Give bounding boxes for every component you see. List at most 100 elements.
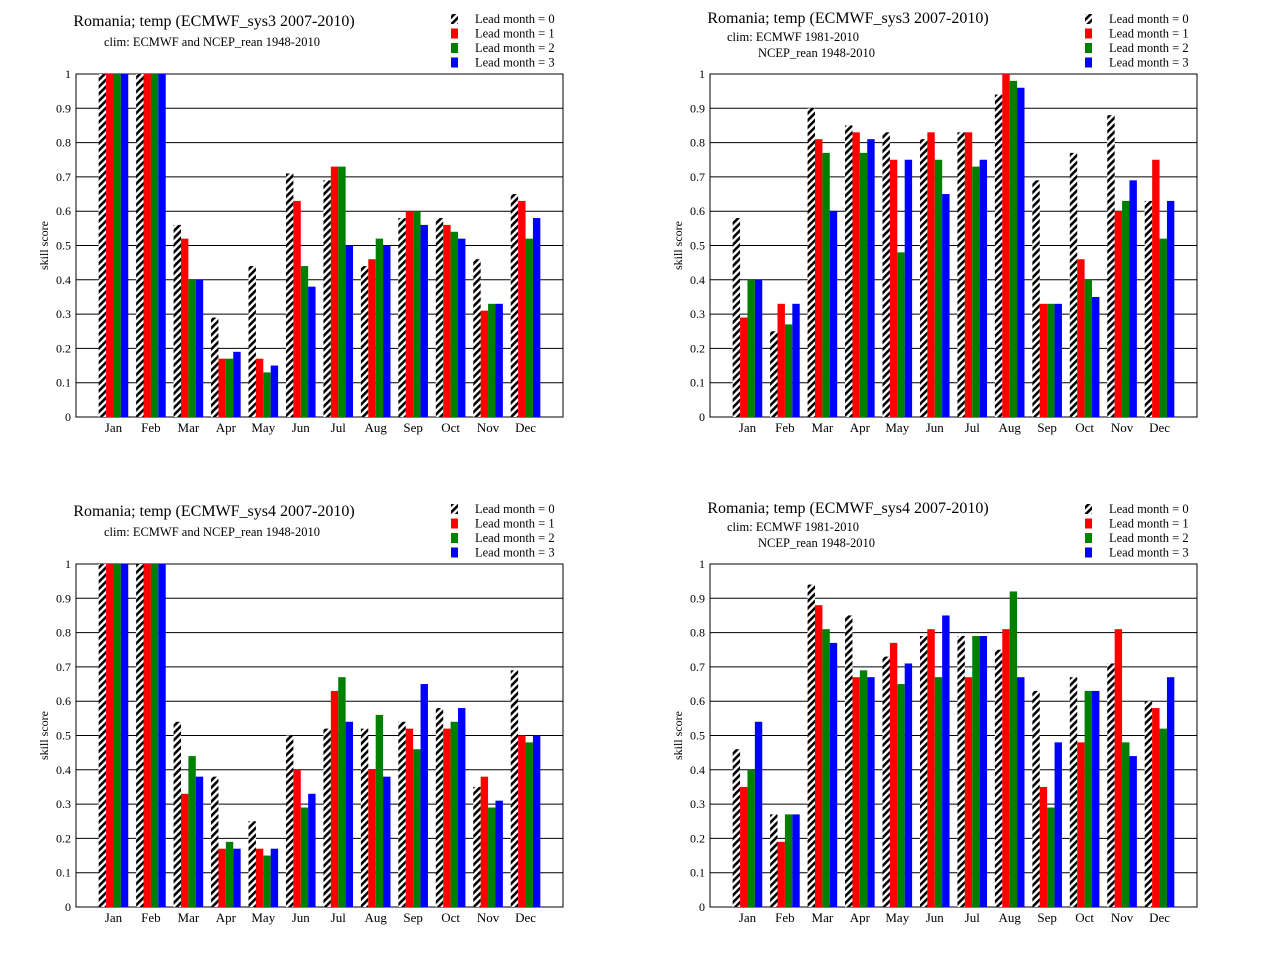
y-tick-label: 0.9 [56, 591, 71, 605]
bar [994, 649, 1003, 907]
bar [211, 317, 219, 417]
y-tick-label: 0.9 [56, 101, 71, 115]
bar [488, 807, 496, 907]
bar [1017, 677, 1025, 907]
bar [518, 200, 526, 417]
x-tick-label: Sep [1037, 910, 1057, 925]
y-tick-label: 0.4 [690, 273, 705, 287]
legend-swatch [1085, 57, 1092, 68]
bar [510, 670, 519, 907]
chart-title: Romania; temp (ECMWF_sys3 2007-2010) [73, 13, 354, 30]
bar [1069, 677, 1078, 907]
bar [1152, 159, 1160, 417]
bar [532, 218, 541, 417]
y-tick-label: 0.4 [690, 763, 705, 777]
x-tick-label: Jun [926, 420, 945, 435]
bar [158, 564, 166, 907]
bar [180, 793, 189, 907]
x-tick-label: Jan [739, 910, 757, 925]
bar [270, 848, 279, 907]
plot-frame [709, 73, 1198, 418]
bar [1144, 701, 1153, 907]
x-tick-label: Jun [292, 910, 311, 925]
y-tick-label: 1 [699, 67, 705, 81]
bar [518, 735, 526, 907]
bar [495, 800, 503, 907]
y-axis-label: skill score [37, 221, 51, 270]
bar [814, 139, 823, 418]
chart-subtitle: clim: ECMWF 1981-2010 [727, 520, 859, 534]
bar [882, 132, 890, 417]
bar [248, 266, 256, 417]
bar [777, 303, 785, 417]
bar [732, 749, 741, 907]
bar [904, 663, 913, 907]
x-tick-label: Sep [1037, 420, 1057, 435]
bar [443, 728, 451, 907]
bar [480, 310, 489, 417]
legend-label: Lead month = 1 [475, 27, 555, 41]
bar [345, 721, 354, 907]
bar [964, 132, 973, 417]
bar [1107, 115, 1115, 417]
x-tick-label: Jul [331, 910, 347, 925]
bar [889, 642, 898, 907]
bar [420, 684, 428, 907]
legend-swatch [1085, 28, 1092, 39]
bar [1039, 303, 1048, 417]
bar [420, 224, 428, 417]
bar [173, 721, 181, 907]
bar [934, 677, 943, 907]
y-tick-label: 0.3 [690, 307, 705, 321]
bar [285, 173, 294, 417]
x-tick-label: Oct [441, 910, 460, 925]
bar [889, 159, 898, 417]
bar [98, 74, 107, 417]
bar [255, 358, 264, 417]
legend-label: Lead month = 1 [475, 517, 555, 531]
bar [225, 841, 234, 907]
legend-swatch [1085, 533, 1092, 543]
y-tick-label: 1 [699, 557, 705, 571]
bar [195, 279, 204, 417]
bar [1084, 690, 1093, 907]
bar [525, 238, 533, 417]
bar [822, 629, 830, 907]
x-tick-label: Jul [965, 420, 981, 435]
plot-frame [75, 563, 564, 908]
bar [919, 139, 928, 418]
bar [792, 814, 800, 907]
plot-frame [709, 563, 1198, 908]
bar [994, 94, 1003, 417]
legend-label: Lead month = 0 [1109, 12, 1189, 26]
bar [375, 238, 384, 417]
x-tick-label: Dec [1149, 420, 1170, 435]
x-tick-label: Feb [775, 910, 795, 925]
legend-swatch [451, 504, 458, 514]
bar [143, 564, 151, 907]
bar [323, 180, 331, 417]
y-tick-label: 0 [699, 900, 705, 914]
bar [150, 564, 159, 907]
bar [1144, 200, 1153, 417]
y-tick-label: 0 [65, 900, 71, 914]
bar [405, 211, 414, 417]
bar [1159, 238, 1167, 417]
legend-swatch [451, 14, 458, 24]
y-tick-label: 0.4 [56, 273, 71, 287]
bar [458, 238, 466, 417]
legend-swatch [1085, 43, 1092, 53]
bar [113, 564, 121, 907]
x-tick-label: May [885, 910, 909, 925]
bar [1039, 786, 1048, 907]
bar [106, 74, 114, 417]
bar [368, 769, 376, 907]
y-tick-label: 0.1 [56, 376, 71, 390]
bar [882, 656, 890, 907]
bar [443, 224, 451, 417]
y-tick-label: 1 [65, 557, 71, 571]
y-tick-label: 0.7 [690, 170, 705, 184]
chart-panel-1: Romania; temp (ECMWF_sys3 2007-2010) clim… [37, 12, 564, 435]
bar [1069, 152, 1078, 417]
bar [1166, 677, 1175, 907]
